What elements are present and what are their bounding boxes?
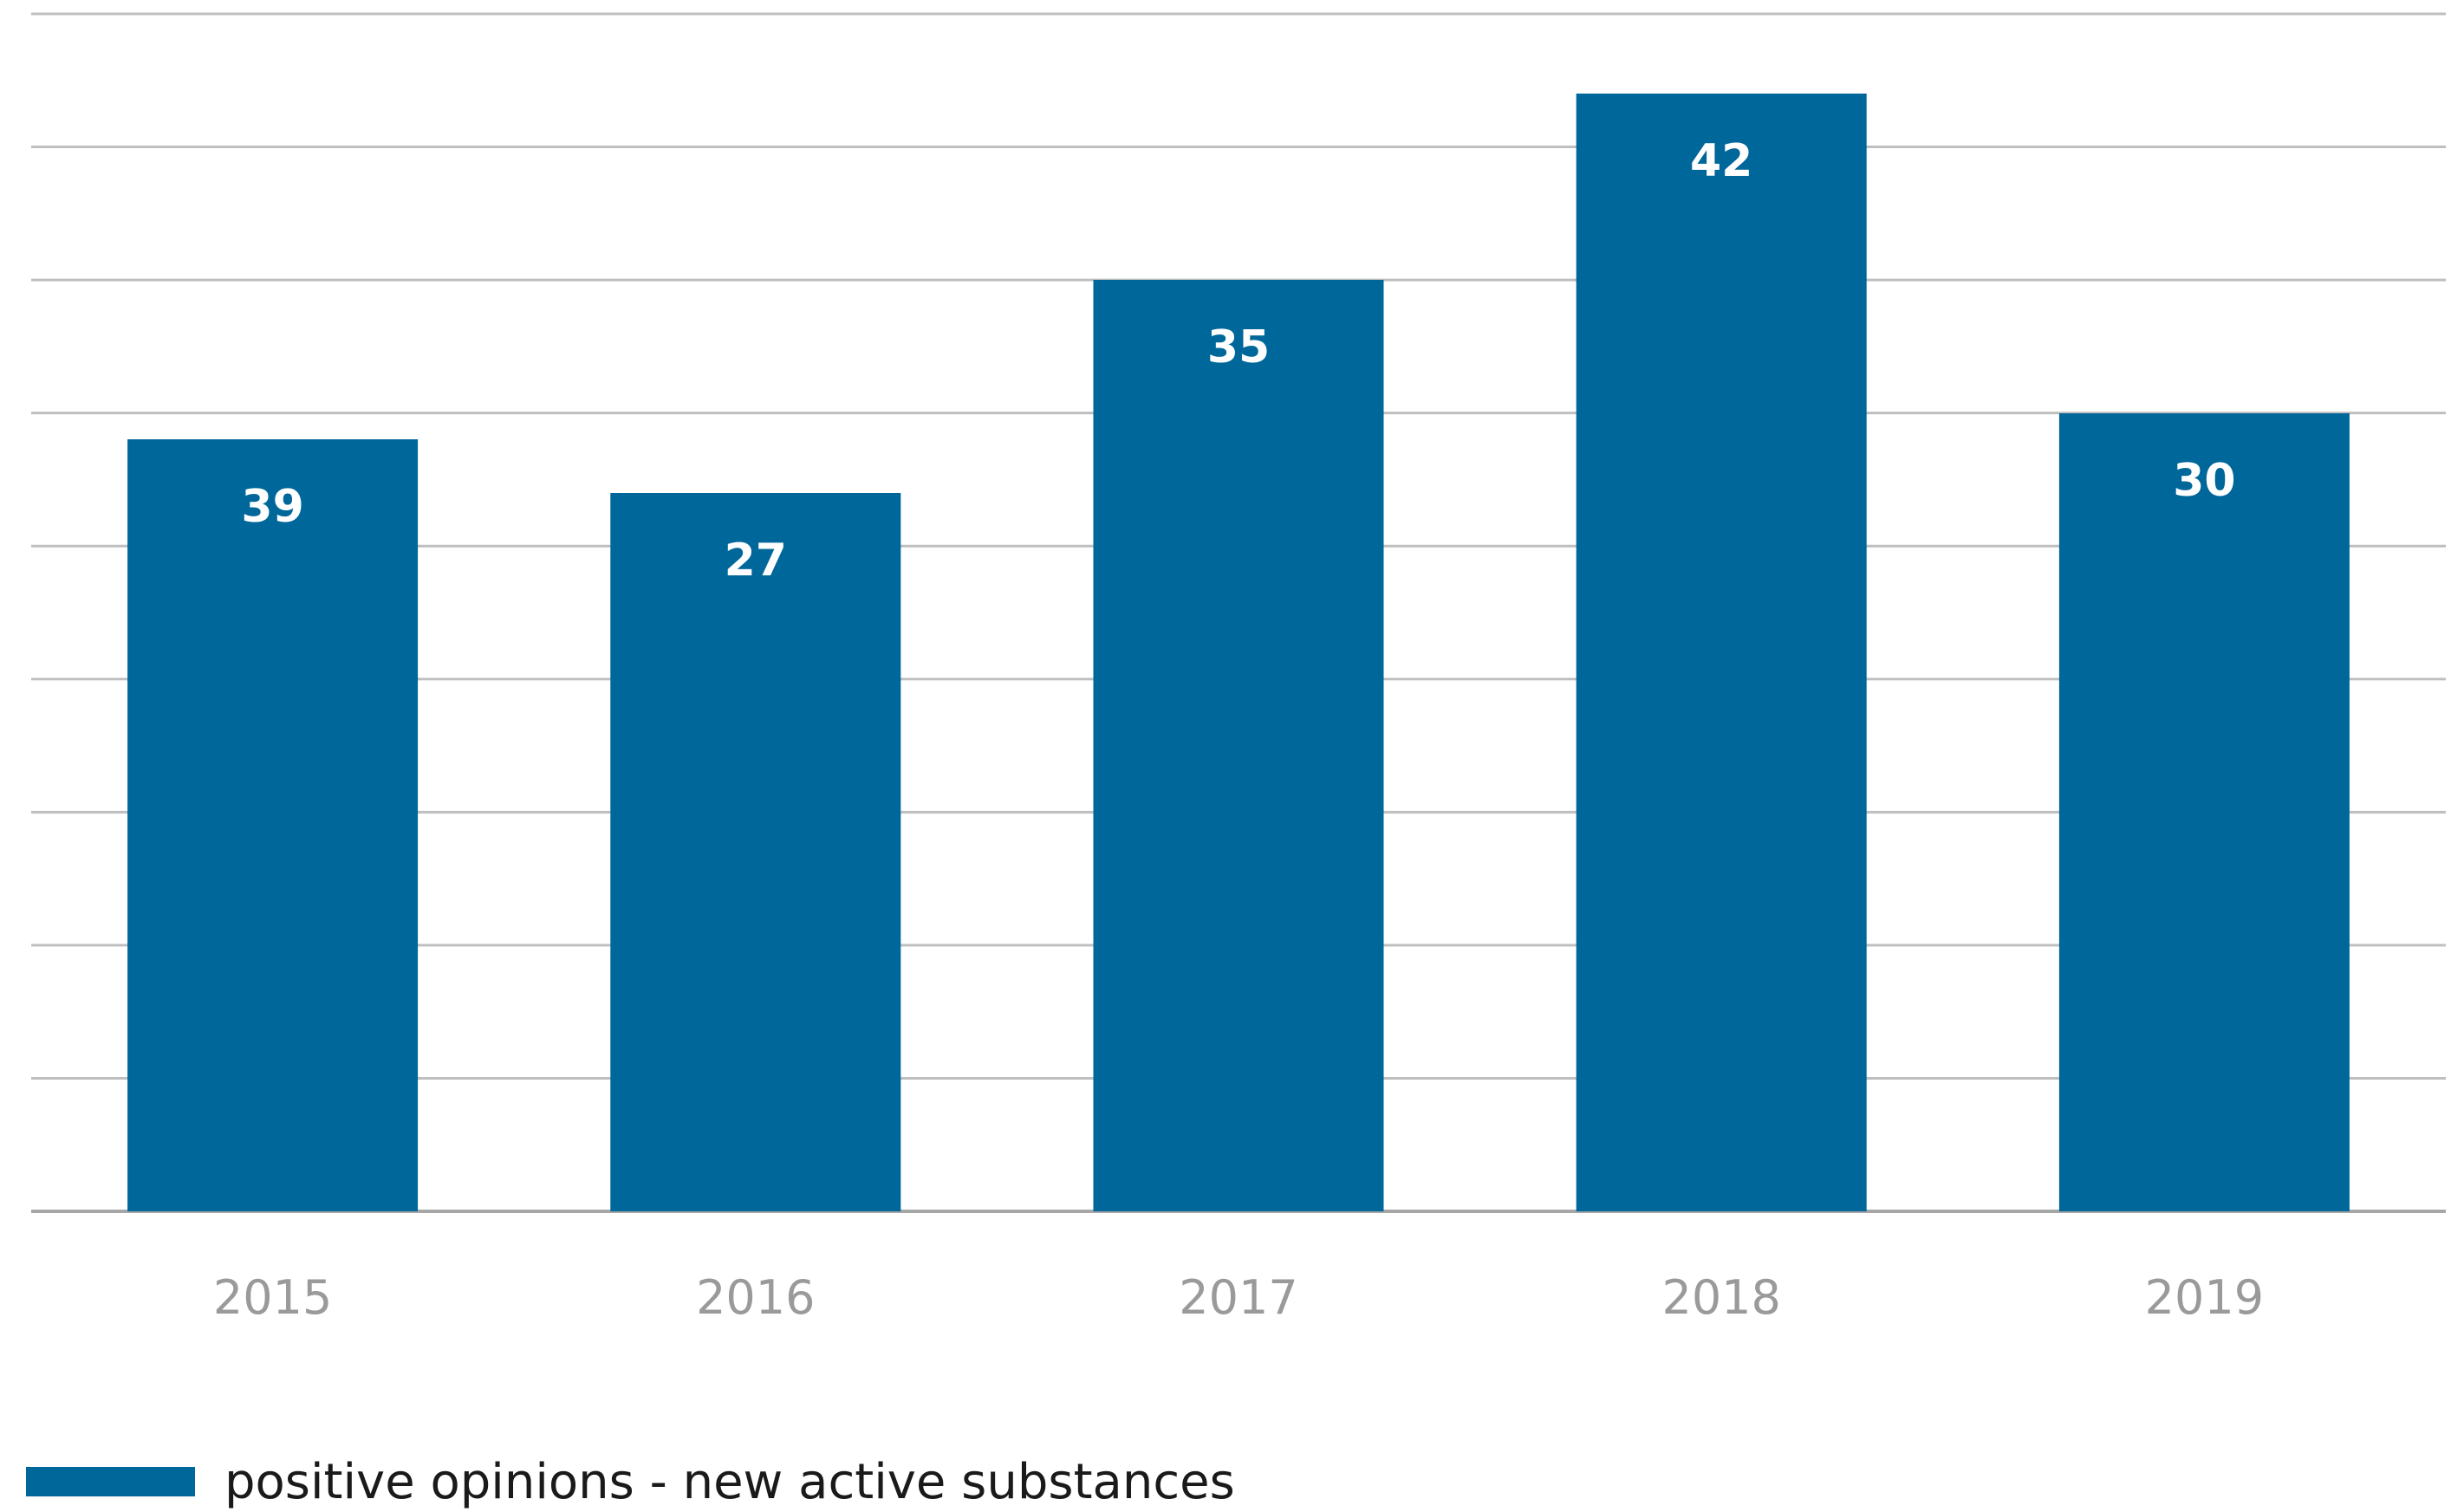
x-tick-label-2015: 2015 bbox=[213, 1270, 332, 1325]
legend: positive opinions - new active substance… bbox=[26, 1451, 1235, 1512]
bars bbox=[127, 94, 2350, 1211]
legend-swatch bbox=[26, 1467, 195, 1496]
bar-value-label-2017: 35 bbox=[1207, 321, 1270, 373]
bar-value-label-2019: 30 bbox=[2173, 455, 2235, 507]
bar-2016 bbox=[610, 493, 901, 1211]
x-axis-ticks: 2015 2016 2017 2018 2019 bbox=[213, 1270, 2264, 1325]
x-tick-label-2017: 2017 bbox=[1179, 1270, 1297, 1325]
legend-label: positive opinions - new active substance… bbox=[224, 1453, 1235, 1510]
x-tick-label-2019: 2019 bbox=[2145, 1270, 2264, 1325]
bar-value-labels: 39 27 35 42 30 bbox=[241, 135, 2235, 587]
bar-2019 bbox=[2058, 413, 2350, 1211]
x-tick-label-2018: 2018 bbox=[1661, 1270, 1780, 1325]
bar-value-label-2018: 42 bbox=[1690, 135, 1752, 187]
x-tick-label-2016: 2016 bbox=[696, 1270, 815, 1325]
bar-2015 bbox=[127, 439, 419, 1211]
bar-value-label-2015: 39 bbox=[241, 481, 303, 533]
bar-2017 bbox=[1093, 280, 1384, 1211]
bar-value-label-2016: 27 bbox=[725, 535, 787, 587]
bar-2018 bbox=[1576, 94, 1867, 1211]
